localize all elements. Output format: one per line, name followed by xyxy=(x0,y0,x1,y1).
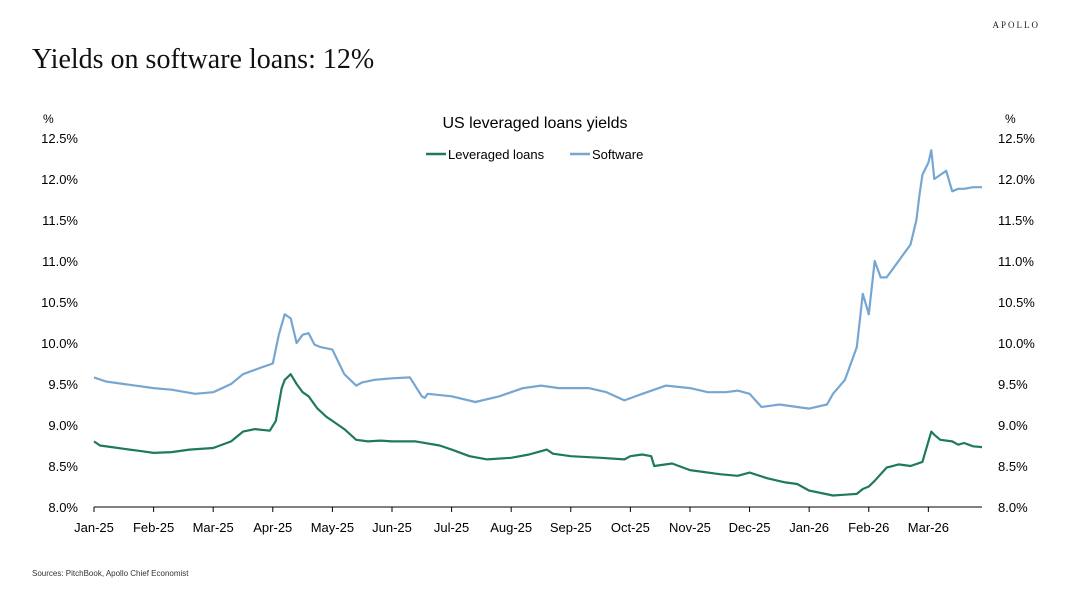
x-tick-label: Mar-26 xyxy=(908,520,949,535)
y-tick-label-right: 9.5% xyxy=(998,377,1028,392)
x-tick-label: Jul-25 xyxy=(434,520,469,535)
y-axis-label-left: % xyxy=(43,112,54,126)
x-tick-label: Jan-25 xyxy=(74,520,114,535)
y-tick-label-left: 9.0% xyxy=(48,418,78,433)
series-line-leveraged-loans xyxy=(93,373,983,497)
series-line-software xyxy=(93,149,982,410)
x-tick-label: Nov-25 xyxy=(669,520,711,535)
legend-label-leveraged-loans: Leveraged loans xyxy=(448,147,545,162)
y-tick-label-right: 11.0% xyxy=(998,254,1034,269)
x-tick-label: Dec-25 xyxy=(729,520,771,535)
y-tick-label-right: 12.0% xyxy=(998,172,1035,187)
y-tick-label-left: 12.5% xyxy=(41,131,78,146)
x-tick-label: Sep-25 xyxy=(550,520,592,535)
y-tick-label-left: 8.5% xyxy=(48,459,78,474)
y-tick-label-right: 11.5% xyxy=(998,213,1034,228)
x-tick-label: Jun-25 xyxy=(372,520,412,535)
y-tick-label-left: 10.5% xyxy=(41,295,78,310)
y-tick-label-left: 12.0% xyxy=(41,172,78,187)
chart-title: US leveraged loans yields xyxy=(443,115,628,132)
x-tick-label: Aug-25 xyxy=(490,520,532,535)
legend-label-software: Software xyxy=(592,147,643,162)
legend: Leveraged loans Software xyxy=(426,147,643,162)
y-tick-label-left: 8.0% xyxy=(48,500,78,515)
y-tick-label-right: 12.5% xyxy=(998,131,1035,146)
x-tick-label: May-25 xyxy=(311,520,354,535)
x-tick-label: Apr-25 xyxy=(253,520,292,535)
x-tick-label: Jan-26 xyxy=(789,520,829,535)
y-tick-label-left: 9.5% xyxy=(48,377,78,392)
x-tick-label: Feb-26 xyxy=(848,520,889,535)
brand-logo: APOLLO xyxy=(992,20,1040,30)
y-tick-label-right: 8.0% xyxy=(998,500,1028,515)
y-tick-label-right: 8.5% xyxy=(998,459,1028,474)
y-tick-label-right: 10.5% xyxy=(998,295,1035,310)
y-tick-label-left: 11.5% xyxy=(42,213,78,228)
x-tick-label: Mar-25 xyxy=(193,520,234,535)
y-tick-label-left: 10.0% xyxy=(41,336,78,351)
page-title: Yields on software loans: 12% xyxy=(32,44,375,75)
source-note: Sources: PitchBook, Apollo Chief Economi… xyxy=(32,569,189,578)
y-tick-label-right: 10.0% xyxy=(998,336,1035,351)
x-tick-label: Feb-25 xyxy=(133,520,174,535)
y-tick-label-right: 9.0% xyxy=(998,418,1028,433)
x-tick-label: Oct-25 xyxy=(611,520,650,535)
y-tick-label-left: 11.0% xyxy=(42,254,78,269)
y-axis-label-right: % xyxy=(1005,112,1016,126)
